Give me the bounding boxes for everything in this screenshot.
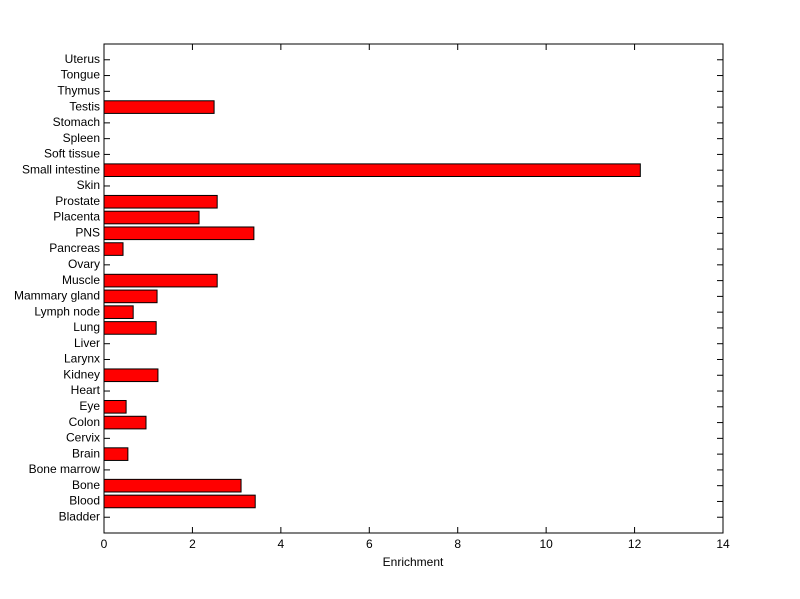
- y-tick-label: Brain: [72, 446, 100, 460]
- bar: [103, 478, 242, 493]
- bar: [103, 305, 134, 319]
- y-tick-label: Stomach: [53, 115, 100, 129]
- bar: [103, 368, 159, 383]
- y-tick-label: Ovary: [68, 257, 100, 271]
- y-tick-label: Bone: [72, 478, 100, 492]
- y-tick-label: Lymph node: [34, 304, 100, 318]
- bar: [103, 163, 641, 178]
- y-tick-label: Testis: [69, 99, 100, 113]
- bar: [103, 242, 124, 256]
- x-tick-label: 0: [101, 537, 108, 551]
- y-tick-label: Bone marrow: [29, 462, 101, 476]
- bar: [103, 194, 218, 209]
- y-tick-label: Mammary gland: [14, 289, 100, 303]
- y-tick-label: Kidney: [63, 367, 100, 381]
- y-tick-label: Liver: [74, 336, 100, 350]
- y-tick-label: Larynx: [64, 352, 100, 366]
- x-tick-label: 8: [454, 537, 461, 551]
- y-tick-label: PNS: [75, 225, 100, 239]
- y-tick-label: Eye: [79, 399, 100, 413]
- y-tick-label: Bladder: [59, 509, 100, 523]
- y-tick-label: Prostate: [55, 194, 100, 208]
- bar: [103, 321, 157, 335]
- x-axis-label: Enrichment: [383, 555, 444, 569]
- x-tick-label: 6: [366, 537, 373, 551]
- y-tick-label: Spleen: [63, 131, 100, 145]
- bar: [103, 100, 215, 114]
- bar: [103, 273, 218, 288]
- x-tick-label: 12: [628, 537, 642, 551]
- bar: [103, 415, 147, 430]
- x-tick-label: 14: [716, 537, 730, 551]
- y-tick-label: Colon: [69, 415, 100, 429]
- y-tick-label: Tongue: [61, 68, 101, 82]
- x-tick-label: 10: [539, 537, 553, 551]
- x-tick-label: 4: [278, 537, 285, 551]
- x-tick-label: 2: [189, 537, 196, 551]
- y-tick-label: Skin: [77, 178, 100, 192]
- bar: [103, 226, 255, 241]
- y-tick-label: Muscle: [62, 273, 100, 287]
- y-tick-label: Thymus: [57, 83, 100, 97]
- y-tick-label: Heart: [71, 383, 101, 397]
- y-tick-label: Cervix: [66, 431, 100, 445]
- y-tick-label: Blood: [69, 494, 100, 508]
- plot-frame: [103, 43, 724, 534]
- y-tick-label: Placenta: [53, 210, 100, 224]
- bar: [103, 210, 200, 225]
- bar: [103, 494, 256, 509]
- y-tick-label: Small intestine: [22, 162, 100, 176]
- bar: [103, 447, 129, 461]
- y-tick-label: Pancreas: [49, 241, 100, 255]
- bar: [103, 399, 127, 414]
- y-tick-label: Soft tissue: [44, 147, 100, 161]
- y-tick-label: Lung: [73, 320, 100, 334]
- bar: [103, 289, 158, 304]
- y-tick-label: Uterus: [65, 52, 100, 66]
